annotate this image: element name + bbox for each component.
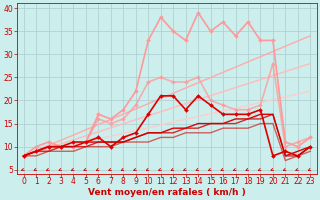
X-axis label: Vent moyen/en rafales ( km/h ): Vent moyen/en rafales ( km/h ) (88, 188, 246, 197)
